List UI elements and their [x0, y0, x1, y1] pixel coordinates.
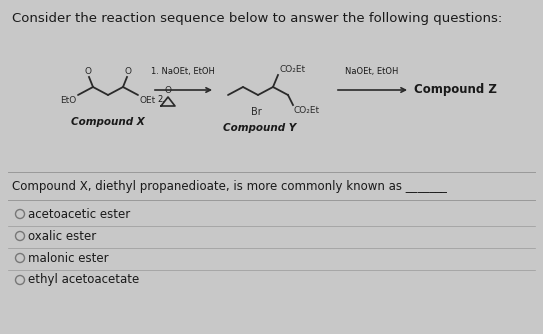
Text: Compound X, diethyl propanedioate, is more commonly known as _______: Compound X, diethyl propanedioate, is mo… — [12, 180, 447, 193]
Text: 1. NaOEt, EtOH: 1. NaOEt, EtOH — [151, 67, 215, 76]
Text: Compound Y: Compound Y — [223, 123, 296, 133]
Text: malonic ester: malonic ester — [28, 252, 109, 265]
Text: Br: Br — [251, 107, 261, 117]
Text: acetoacetic ester: acetoacetic ester — [28, 207, 130, 220]
Text: Compound Z: Compound Z — [414, 84, 497, 97]
Text: O: O — [124, 67, 131, 76]
Text: oxalic ester: oxalic ester — [28, 229, 96, 242]
Text: CO₂Et: CO₂Et — [294, 106, 320, 115]
Text: O: O — [165, 86, 172, 95]
Text: Consider the reaction sequence below to answer the following questions:: Consider the reaction sequence below to … — [12, 12, 502, 25]
Text: O: O — [85, 67, 92, 76]
Text: Compound X: Compound X — [71, 117, 145, 127]
Text: 2.: 2. — [157, 95, 165, 104]
Text: CO₂Et: CO₂Et — [279, 65, 305, 74]
Text: NaOEt, EtOH: NaOEt, EtOH — [345, 67, 399, 76]
Text: ethyl acetoacetate: ethyl acetoacetate — [28, 274, 139, 287]
Text: EtO: EtO — [60, 96, 76, 105]
Text: OEt: OEt — [140, 96, 156, 105]
